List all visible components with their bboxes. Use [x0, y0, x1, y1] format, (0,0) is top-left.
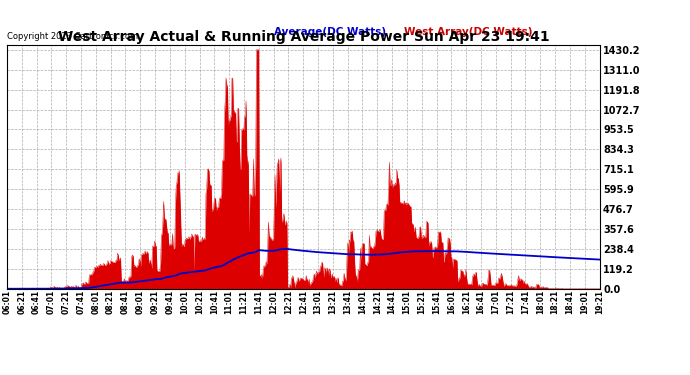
Text: Average(DC Watts): Average(DC Watts) — [274, 27, 386, 37]
Text: West Array(DC Watts): West Array(DC Watts) — [404, 27, 533, 37]
Title: West Array Actual & Running Average Power Sun Apr 23 19:41: West Array Actual & Running Average Powe… — [58, 30, 549, 44]
Text: Copyright 2023 Cartronics.com: Copyright 2023 Cartronics.com — [7, 32, 138, 41]
